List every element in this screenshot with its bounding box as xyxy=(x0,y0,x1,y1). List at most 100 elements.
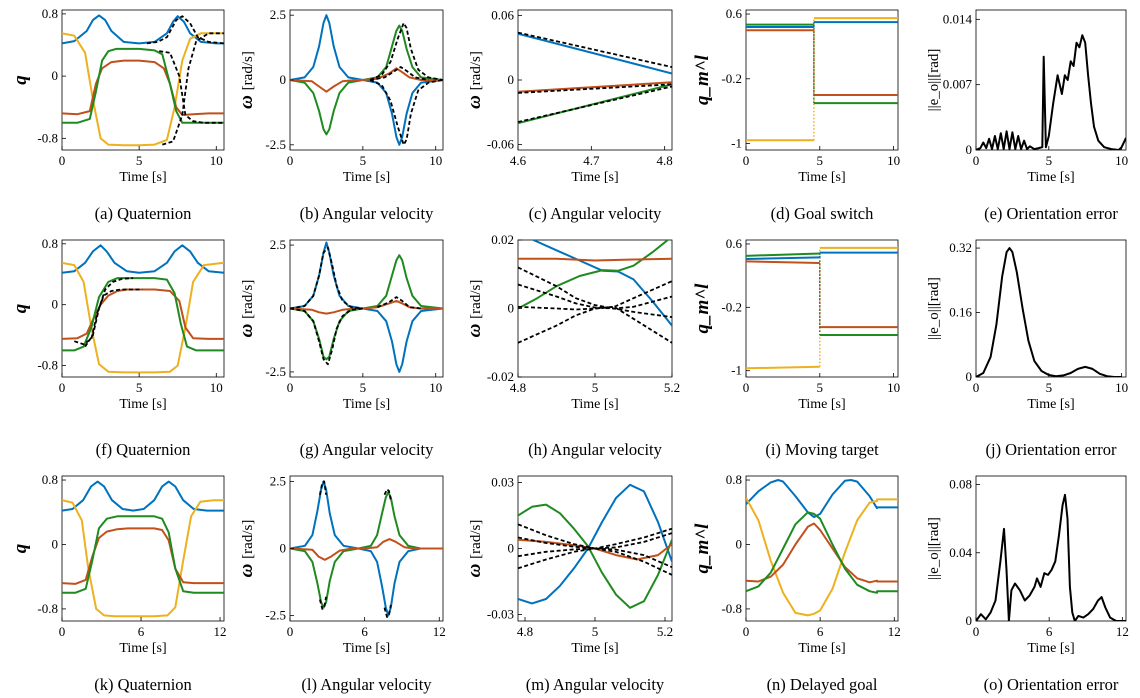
svg-text:q_m^l: q_m^l xyxy=(692,54,713,105)
x-tick-label-b: 10 xyxy=(429,153,442,168)
plot-frame-c xyxy=(517,9,673,151)
plot-frame-f xyxy=(61,239,225,378)
svg-text:||e_o||[rad]: ||e_o||[rad] xyxy=(926,49,942,112)
caption-k: (k) Quaternion xyxy=(94,675,192,694)
series-group-n xyxy=(746,479,898,617)
panel-i: 0 5 10 0.6 -0.2 -1 Time [s] q_m^l (i) Moving tar… xyxy=(692,236,900,459)
panel-h: 4.8 5 5.2 0.02 0 -0.02 Time [s] ω [rad/s] (h) An… xyxy=(464,232,680,459)
x-axis-label-k: Time [s] xyxy=(119,641,166,656)
series-k-0 xyxy=(62,480,224,512)
caption-h: (h) Angular velocity xyxy=(528,440,663,459)
plot-frame-j xyxy=(975,239,1127,378)
x-axis-label-j: Time [s] xyxy=(1027,397,1074,412)
x-tick-label-e: 0 xyxy=(973,153,980,168)
reference-series-g-5 xyxy=(377,296,422,310)
y-tick-label-b: 0 xyxy=(280,72,287,87)
y-tick-label-l: -2.5 xyxy=(265,608,286,623)
series-m-0 xyxy=(518,483,672,605)
y-tick-label-a: 0 xyxy=(52,68,59,83)
x-axis-label-h: Time [s] xyxy=(571,397,618,412)
series-l-1 xyxy=(290,491,443,609)
series-n-2 xyxy=(746,522,898,584)
x-tick-label-m: 5.2 xyxy=(657,624,673,639)
x-tick-label-f: 10 xyxy=(210,380,223,395)
x-tick-label-g: 5 xyxy=(360,380,367,395)
y-axis-label-f: q xyxy=(10,303,31,313)
x-axis-label-i: Time [s] xyxy=(798,397,845,412)
y-tick-label-n: 0.8 xyxy=(726,472,742,487)
reference-series-a-6 xyxy=(162,32,224,146)
y-tick-label-o: 0 xyxy=(966,613,973,628)
x-tick-label-f: 5 xyxy=(136,380,143,395)
caption-l: (l) Angular velocity xyxy=(301,675,432,694)
series-o-0 xyxy=(976,493,1126,621)
svg-text:ω [rad/s]: ω [rad/s] xyxy=(464,520,485,578)
y-tick-label-b: 2.5 xyxy=(270,7,286,22)
y-axis-label-m: ω [rad/s] xyxy=(464,520,485,578)
caption-e: (e) Orientation error xyxy=(984,204,1118,223)
y-tick-label-h: 0.02 xyxy=(491,232,514,247)
svg-text:ω [rad/s]: ω [rad/s] xyxy=(464,280,485,338)
x-tick-label-d: 5 xyxy=(817,153,824,168)
y-tick-label-i: -0.2 xyxy=(721,299,742,314)
reference-series-a-4 xyxy=(146,15,224,45)
y-tick-label-c: 0.06 xyxy=(491,7,514,22)
x-axis-label-m: Time [s] xyxy=(571,641,618,656)
y-tick-label-e: 0 xyxy=(966,142,973,157)
x-tick-label-l: 12 xyxy=(433,624,446,639)
reference-series-c-1 xyxy=(518,31,672,68)
svg-text:q_m^l: q_m^l xyxy=(692,283,713,334)
reference-series-l-4 xyxy=(383,488,392,501)
series-h-2 xyxy=(518,257,672,262)
caption-c: (c) Angular velocity xyxy=(529,204,663,223)
reference-series-c-5 xyxy=(518,83,672,94)
y-axis-label-h: ω [rad/s] xyxy=(464,280,485,338)
reference-series-b-5 xyxy=(369,66,429,81)
caption-j: (j) Orientation error xyxy=(985,440,1117,459)
series-group-d xyxy=(746,17,898,142)
caption-a: (a) Quaternion xyxy=(95,204,192,223)
series-h-1 xyxy=(518,240,670,310)
y-tick-label-f: 0 xyxy=(52,297,59,312)
svg-text:ω [rad/s]: ω [rad/s] xyxy=(236,51,257,109)
y-tick-label-m: -0.03 xyxy=(487,606,514,621)
y-tick-label-k: 0.8 xyxy=(42,472,58,487)
svg-text:q: q xyxy=(10,543,31,553)
x-tick-label-j: 10 xyxy=(1115,380,1128,395)
x-tick-label-a: 0 xyxy=(59,153,66,168)
svg-text:||e_o||[rad]: ||e_o||[rad] xyxy=(926,517,942,580)
y-axis-label-k: q xyxy=(10,543,31,553)
x-tick-label-g: 0 xyxy=(287,380,294,395)
x-axis-label-g: Time [s] xyxy=(343,397,390,412)
series-l-0 xyxy=(290,480,443,617)
y-tick-label-k: 0 xyxy=(52,536,59,551)
reference-series-h-5 xyxy=(518,280,672,344)
series-a-2 xyxy=(62,59,224,116)
y-tick-label-c: 0 xyxy=(508,72,515,87)
y-tick-label-e: 0.007 xyxy=(943,77,973,92)
x-tick-label-g: 10 xyxy=(429,380,442,395)
series-group-i xyxy=(746,246,898,370)
y-tick-label-j: 0.32 xyxy=(949,240,972,255)
svg-text:||e_o||[rad]: ||e_o||[rad] xyxy=(926,277,942,340)
y-tick-label-f: -0.8 xyxy=(37,358,58,373)
series-group-c xyxy=(518,31,672,125)
x-tick-label-o: 12 xyxy=(1116,624,1129,639)
series-group-f xyxy=(62,244,224,374)
series-l-2 xyxy=(290,538,443,561)
x-tick-label-a: 10 xyxy=(210,153,223,168)
series-j-0 xyxy=(976,247,1122,377)
series-k-3 xyxy=(62,515,224,594)
caption-d: (d) Goal switch xyxy=(771,204,874,223)
series-group-o xyxy=(976,493,1126,621)
x-axis-label-f: Time [s] xyxy=(119,397,166,412)
reference-series-l-3 xyxy=(319,480,327,495)
reference-series-b-3 xyxy=(369,22,443,81)
x-tick-label-e: 10 xyxy=(1115,153,1128,168)
y-tick-label-g: -2.5 xyxy=(265,364,286,379)
plot-frame-a xyxy=(61,9,225,151)
x-tick-label-i: 10 xyxy=(887,380,900,395)
